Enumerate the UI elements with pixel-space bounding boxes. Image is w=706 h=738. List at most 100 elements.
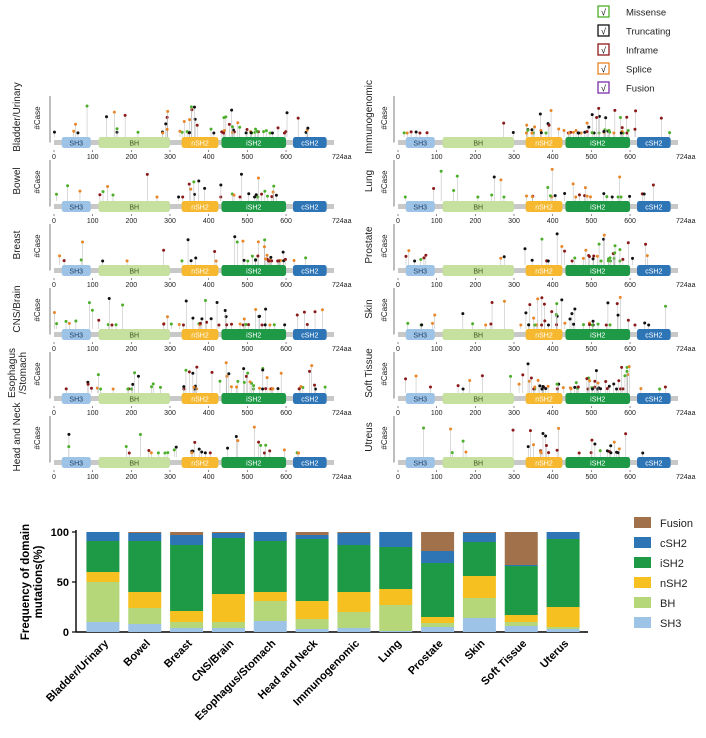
lollipop-head — [194, 256, 198, 260]
bar-segment-ish2 — [128, 541, 162, 592]
domain-nsh2 — [181, 201, 219, 212]
domain-label: cSH2 — [301, 332, 318, 339]
lollipop-head — [517, 382, 521, 386]
lollipop-head — [226, 446, 230, 450]
bar-segment-fusion — [128, 532, 162, 533]
protein-axis-tick-label: 100 — [87, 282, 99, 289]
protein-axis-tick-label: 400 — [203, 154, 215, 161]
lollipop-head — [418, 131, 422, 135]
lollipop-head — [404, 254, 408, 258]
lollipop-head — [527, 379, 531, 383]
bar-segment-sh3 — [337, 628, 371, 632]
domain-label: cSH2 — [645, 460, 662, 467]
lollipop-head — [633, 127, 637, 131]
case-axis-label: #Case — [33, 426, 42, 450]
domain-label: nSH2 — [191, 268, 209, 275]
lollipop-panel: Soft Tissue #Case SH3 BH nSH2 iSH2 cSH2 0 100 200… — [364, 348, 696, 417]
lollipop-head — [548, 194, 552, 198]
domain-label: SH3 — [413, 460, 427, 467]
protein-axis-end-label: 724aa — [332, 474, 352, 481]
lollipop-head — [577, 131, 581, 135]
lollipop-head — [261, 368, 265, 372]
domain-label: BH — [129, 332, 139, 339]
domain-label: nSH2 — [535, 204, 553, 211]
lollipop-head — [617, 379, 621, 383]
bar-segment-csh2 — [337, 533, 371, 545]
lollipop-head — [244, 374, 248, 378]
protein-axis-tick-label: 300 — [508, 410, 520, 417]
lollipop-head — [550, 310, 554, 314]
bar-stack — [379, 532, 413, 632]
domain-nsh2 — [525, 329, 563, 340]
lollipop-head — [557, 426, 561, 430]
lollipop-head — [276, 126, 280, 130]
lollipop-head — [235, 240, 239, 244]
lollipop-head — [264, 387, 268, 391]
lollipop-head — [560, 245, 564, 249]
lollipop-head — [304, 130, 308, 134]
bar-segment-ish2 — [421, 563, 455, 617]
lollipop-head — [238, 125, 242, 129]
lollipop-head — [260, 323, 264, 327]
protein-axis-tick-label: 200 — [126, 218, 138, 225]
lollipop-head — [456, 384, 460, 388]
tissue-label: Prostate — [364, 226, 375, 264]
lollipop-head — [605, 449, 609, 453]
lollipop-head — [550, 167, 554, 171]
bar-stack — [86, 532, 120, 632]
y-tick-label: 0 — [63, 627, 69, 639]
protein-axis-tick-label: 100 — [431, 410, 443, 417]
lollipop-head — [227, 372, 231, 376]
lollipop-head — [97, 318, 101, 322]
lollipop-head — [461, 439, 465, 443]
lollipop-head — [464, 450, 468, 454]
lollipop-head — [613, 244, 617, 248]
lollipop-head — [268, 449, 272, 453]
lollipop-head — [195, 123, 199, 127]
domain-ish2 — [565, 393, 631, 404]
x-tick-label: Breast — [162, 637, 195, 670]
domain-label: BH — [473, 140, 483, 147]
lollipop-head — [192, 192, 196, 196]
domain-label: BH — [473, 332, 483, 339]
lollipop-head — [583, 186, 587, 190]
protein-axis-tick-label: 100 — [431, 474, 443, 481]
protein-axis-tick-label: 500 — [242, 218, 254, 225]
lollipop-head — [607, 384, 611, 388]
domain-label: nSH2 — [191, 140, 209, 147]
lollipop-head — [209, 127, 213, 131]
protein-axis-tick-label: 500 — [242, 154, 254, 161]
domain-label: iSH2 — [590, 204, 605, 211]
lollipop-head — [254, 127, 258, 131]
lollipop-head — [127, 451, 131, 455]
lollipop-head — [569, 387, 573, 391]
lollipop-head — [256, 240, 260, 244]
lollipop-head — [222, 128, 226, 132]
bar-segment-ish2 — [337, 545, 371, 592]
lollipop-head — [212, 131, 216, 135]
bar-segment-sh3 — [295, 629, 329, 632]
domain-label: SH3 — [413, 140, 427, 147]
protein-axis-end-label: 724aa — [332, 346, 352, 353]
lollipop-head — [274, 193, 278, 197]
lollipop-head — [533, 323, 537, 327]
lollipop-head — [539, 128, 543, 132]
lollipop-head — [189, 187, 193, 191]
x-tick-label: Uterus — [538, 638, 571, 671]
lollipop-head — [192, 105, 196, 109]
lollipop-head — [189, 259, 193, 263]
lollipop-head — [502, 195, 506, 199]
lollipop-head — [659, 116, 663, 120]
lollipop-head — [270, 195, 274, 199]
lollipop-head — [523, 247, 527, 251]
lollipop-panel: CNS/Brain #Case SH3 BH nSH2 iSH2 cSH2 0 100 200 30… — [12, 285, 352, 353]
lollipop-head — [574, 195, 578, 199]
protein-axis-tick-label: 0 — [52, 410, 56, 417]
lollipop-head — [533, 385, 537, 389]
domain-sh3 — [61, 393, 91, 404]
lollipop-head — [664, 304, 668, 308]
lollipop-head — [186, 238, 190, 242]
lollipop-head — [133, 371, 137, 375]
tissue-label: Bladder/Urinary — [12, 82, 23, 151]
lollipop-head — [623, 374, 627, 378]
